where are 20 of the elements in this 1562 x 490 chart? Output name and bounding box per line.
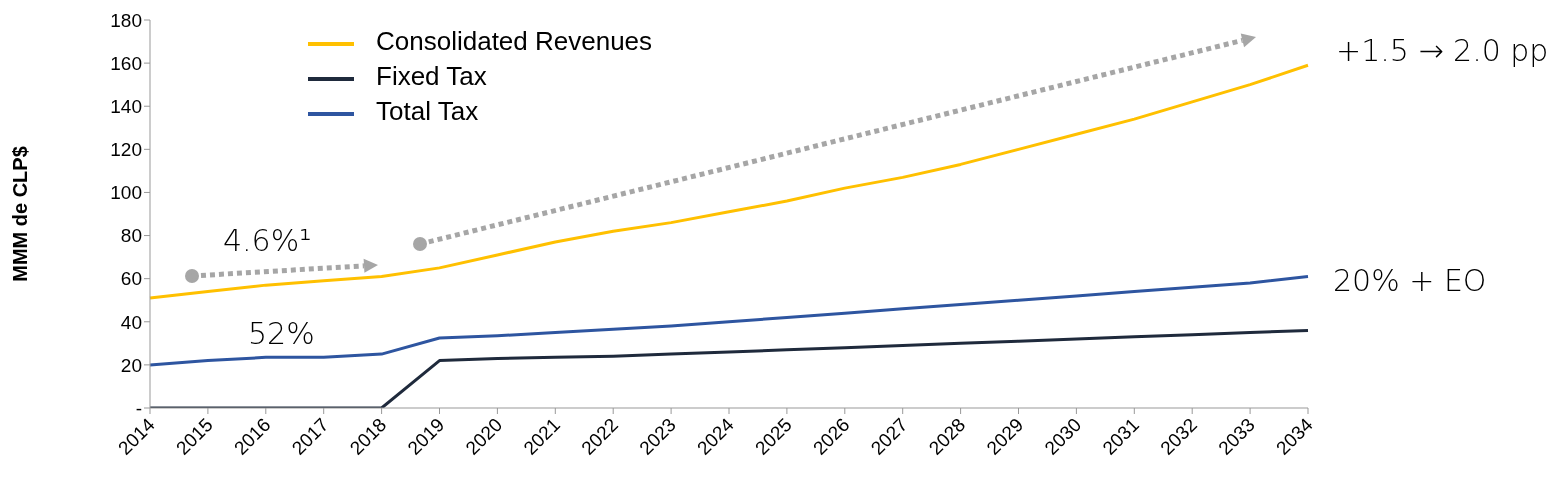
legend-label: Consolidated Revenues [376, 26, 653, 57]
y-tick-label: 120 [110, 139, 142, 161]
line-series [148, 63, 1310, 300]
annotation: 52% [248, 316, 315, 351]
y-axis-title: MMM de CLP$ [9, 146, 32, 282]
y-tick-label: 100 [110, 182, 142, 204]
y-tick-label: 20 [120, 354, 142, 376]
line-series [148, 275, 1310, 367]
y-tick-label: 160 [110, 52, 142, 74]
text: +1.5 → 2.0 pp [1336, 33, 1549, 68]
legend-label: Fixed Tax [376, 61, 487, 92]
y-tick-label: 60 [120, 268, 142, 290]
legend-label: Total Tax [376, 96, 479, 127]
annotation: 4.6%¹ [223, 223, 312, 258]
y-tick-label: 140 [110, 95, 142, 117]
text: 20% + EO [1333, 263, 1487, 298]
y-tick-label: 80 [120, 225, 142, 247]
y-tick-label: 40 [120, 311, 142, 333]
y-tick-label: - [135, 397, 142, 419]
y-tick-label: 180 [110, 9, 142, 31]
